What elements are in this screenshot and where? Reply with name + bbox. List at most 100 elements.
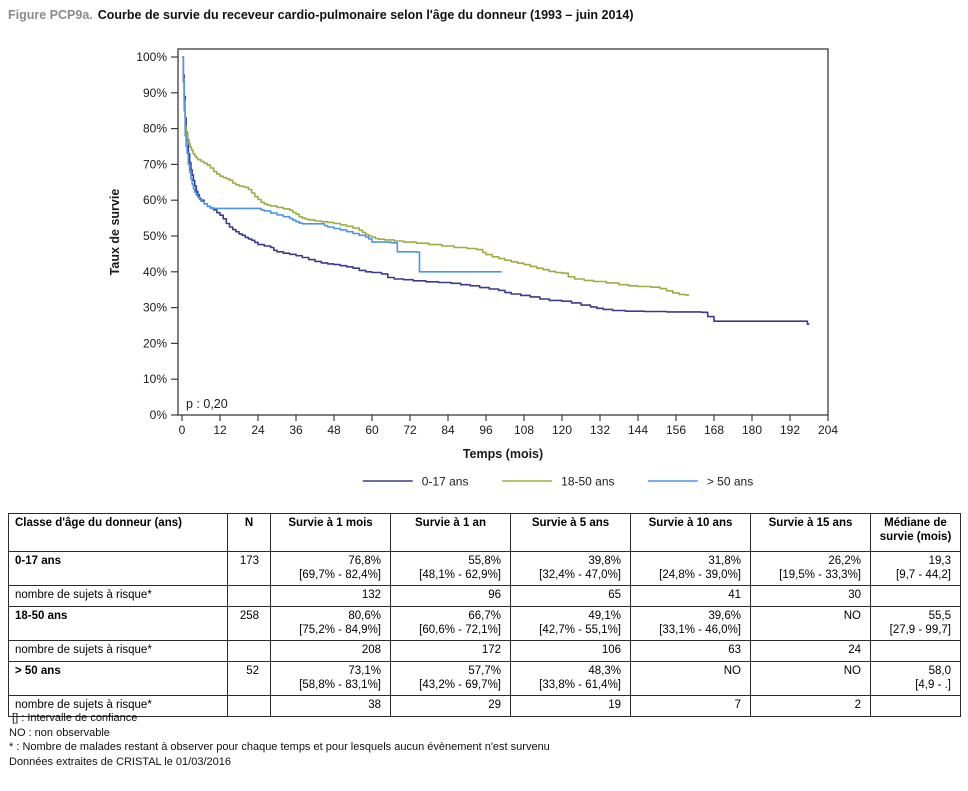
risk-count-cell: 41 [630, 585, 751, 607]
estimate-value: 57,7% [468, 665, 501, 677]
plot-frame [177, 48, 829, 416]
risk-label-cell: nombre de sujets à risque* [8, 585, 228, 607]
y-tick-label: 70% [143, 157, 167, 171]
table-row-risk: nombre de sujets à risque* 208 172 106 63 24 [8, 640, 961, 662]
figure-label: Figure PCP9a. [8, 8, 93, 22]
y-tick-label: 30% [143, 301, 167, 315]
confidence-interval: [58,8% - 83,1%] [299, 679, 381, 691]
col-header: Survie à 5 ans [510, 513, 631, 552]
survival-chart: 0% 10% 20% 30% 40% 50% 60% 70% 80% 90% 100% 0 12 24 36… [108, 48, 838, 489]
col-header: Survie à 10 ans [630, 513, 751, 552]
confidence-interval: [75,2% - 84,9%] [299, 624, 381, 636]
confidence-interval: [19,5% - 33,3%] [779, 569, 861, 581]
survival-cell: NO [750, 661, 871, 696]
survival-cell: 57,7% [43,2% - 69,7%] [390, 661, 511, 696]
estimate-value: 49,1% [588, 610, 621, 622]
n-cell-empty [227, 640, 271, 662]
x-tick-label: 180 [742, 423, 762, 437]
survival-cell: 26,2% [19,5% - 33,3%] [750, 551, 871, 586]
survival-cell: 73,1% [58,8% - 83,1%] [270, 661, 391, 696]
estimate-value: 39,8% [588, 555, 621, 567]
confidence-interval: [27,9 - 99,7] [889, 624, 951, 636]
confidence-interval: [33,1% - 46,0%] [659, 624, 741, 636]
estimate-value: 31,8% [708, 555, 741, 567]
y-tick-label: 80% [143, 122, 167, 136]
survival-cell: 55,8% [48,1% - 62,9%] [390, 551, 511, 586]
estimate-value: 48,3% [588, 665, 621, 677]
risk-count-cell: 24 [750, 640, 871, 662]
survival-cell: 31,8% [24,8% - 39,0%] [630, 551, 751, 586]
legend-label: 0-17 ans [422, 475, 469, 489]
col-header: Survie à 1 mois [270, 513, 391, 552]
x-tick-label: 168 [704, 423, 724, 437]
risk-count-cell: 63 [630, 640, 751, 662]
n-cell: 52 [227, 661, 271, 696]
y-tick-label: 0% [150, 408, 168, 422]
col-header: Survie à 15 ans [750, 513, 871, 552]
table-row-risk: nombre de sujets à risque* 38 29 19 7 2 [8, 695, 961, 717]
median-cell-empty [870, 585, 961, 607]
risk-count-cell: 96 [390, 585, 511, 607]
n-cell: 258 [227, 606, 271, 641]
survival-cell: 39,6% [33,1% - 46,0%] [630, 606, 751, 641]
survival-cell: 48,3% [33,8% - 61,4%] [510, 661, 631, 696]
estimate-value: NO [843, 665, 861, 677]
x-tick-label: 24 [251, 423, 265, 437]
survival-cell: 66,7% [60,6% - 72,1%] [390, 606, 511, 641]
p-value-annotation: p : 0,20 [186, 397, 228, 411]
survival-cell: NO [630, 661, 751, 696]
confidence-interval: [48,1% - 62,9%] [419, 569, 501, 581]
table-body: 0-17 ans 173 76,8% [69,7% - 82,4%] 55,8% [48,… [8, 551, 961, 717]
footnote-no: NO : non observable [9, 726, 110, 739]
col-header: Classe d'âge du donneur (ans) [8, 513, 228, 552]
confidence-interval: [32,4% - 47,0%] [539, 569, 621, 581]
x-tick-label: 132 [590, 423, 610, 437]
survival-cell: NO [750, 606, 871, 641]
median-cell: 19,3 [9,7 - 44,2] [870, 551, 961, 586]
x-tick-label: 12 [213, 423, 227, 437]
confidence-interval: [24,8% - 39,0%] [659, 569, 741, 581]
estimate-value: 39,6% [708, 610, 741, 622]
x-tick-label: 192 [780, 423, 800, 437]
age-class-cell: 18-50 ans [8, 606, 228, 641]
confidence-interval: [4,9 - .] [915, 679, 951, 691]
survival-cell: 49,1% [42,7% - 55,1%] [510, 606, 631, 641]
survival-cell: 80,6% [75,2% - 84,9%] [270, 606, 391, 641]
figure-title: Figure PCP9a. Courbe de survie du receveu… [8, 8, 634, 22]
col-header: Médiane de survie (mois) [870, 513, 961, 552]
median-cell-empty [870, 640, 961, 662]
legend-label: 18-50 ans [561, 475, 614, 489]
curve-0-17-ans [182, 56, 810, 325]
median-cell: 58,0 [4,9 - .] [870, 661, 961, 696]
x-tick-label: 96 [479, 423, 493, 437]
estimate-value: 19,3 [928, 555, 951, 567]
footnote-ci: [] : Intervalle de confiance [9, 712, 138, 724]
y-tick-label: 40% [143, 265, 167, 279]
estimate-value: 26,2% [828, 555, 861, 567]
footnote-risk: * : Nombre de malades restant à observer… [9, 741, 550, 754]
table-row-risk: nombre de sujets à risque* 132 96 65 41 30 [8, 585, 961, 607]
estimate-value: NO [843, 610, 861, 622]
estimate-value: 55,5 [928, 610, 951, 622]
estimate-value: 58,0 [928, 665, 951, 677]
y-tick-label: 10% [143, 372, 167, 386]
confidence-interval: [33,8% - 61,4%] [539, 679, 621, 691]
x-tick-label: 204 [818, 423, 838, 437]
table-header: Classe d'âge du donneur (ans) N Survie à 1… [8, 513, 961, 552]
age-class-cell: > 50 ans [8, 661, 228, 696]
confidence-interval: [42,7% - 55,1%] [539, 624, 621, 636]
y-tick-label: 60% [143, 193, 167, 207]
y-tick-label: 20% [143, 336, 167, 350]
table-row-group: > 50 ans 52 73,1% [58,8% - 83,1%] 57,7% [43,2… [8, 661, 961, 696]
survival-table: Classe d'âge du donneur (ans) N Survie à 1… [8, 513, 961, 717]
risk-count-cell: 30 [750, 585, 871, 607]
risk-count-cell: 172 [390, 640, 511, 662]
legend-label: > 50 ans [707, 475, 753, 489]
risk-count-cell: 7 [630, 695, 751, 717]
x-tick-label: 60 [365, 423, 379, 437]
risk-count-cell: 38 [270, 695, 391, 717]
x-tick-label: 144 [628, 423, 648, 437]
risk-count-cell: 19 [510, 695, 631, 717]
footnotes: [] : Intervalle de confiance NO : non ob… [9, 711, 550, 769]
